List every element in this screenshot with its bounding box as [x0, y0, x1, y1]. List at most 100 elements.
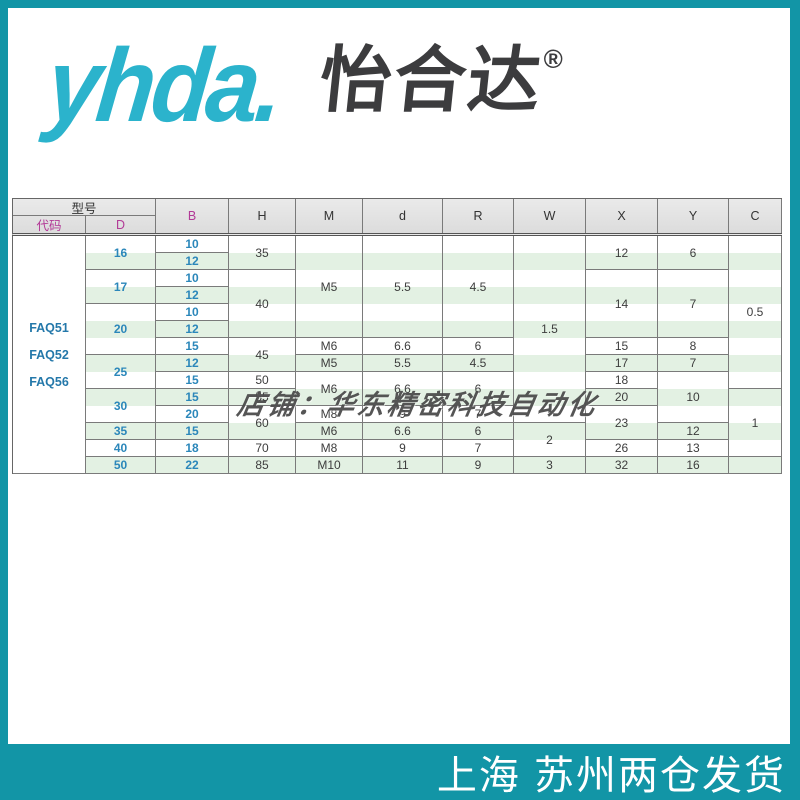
- cell-M: M5: [296, 236, 363, 338]
- cell-B: 12: [156, 355, 229, 372]
- cell-R: 6: [443, 423, 514, 440]
- cell-H: 40: [229, 270, 296, 338]
- spec-table-body: FAQ51 FAQ52 FAQ56 16 10 35 M5 5.5 4.5 1.5 12 6 0.5 12…: [12, 236, 782, 474]
- brand-logo: yhda. 怡合达 ®: [41, 28, 563, 144]
- header-X: X: [586, 199, 658, 233]
- cell-D: 16: [86, 236, 156, 270]
- shipping-location-text: 上海 苏州两仓发货: [436, 754, 786, 798]
- cell-R: 4.5: [443, 355, 514, 372]
- cell-B: 10: [156, 304, 229, 321]
- cell-M: M6: [296, 338, 363, 355]
- cell-Y: 12: [658, 423, 729, 440]
- cell-C: 0.5: [729, 236, 782, 389]
- code-cell: FAQ51 FAQ52 FAQ56: [13, 236, 86, 474]
- cell-M: M6: [296, 372, 363, 406]
- cell-Y: 6: [658, 236, 729, 270]
- cell-D: 40: [86, 440, 156, 457]
- cell-H: 85: [229, 457, 296, 474]
- spec-table-header: 型号 代码 D B H M d R W X Y C: [12, 198, 782, 236]
- cell-C: [729, 457, 782, 474]
- cell-R: 6: [443, 338, 514, 355]
- cell-Y: 7: [658, 270, 729, 338]
- cell-d: 11: [363, 457, 443, 474]
- cell-D: 17: [86, 270, 156, 304]
- cell-C: 1: [729, 389, 782, 457]
- header-M: M: [296, 199, 363, 233]
- cell-Y: 13: [658, 440, 729, 457]
- cell-R: 4.5: [443, 236, 514, 338]
- cell-H: 60: [229, 406, 296, 440]
- cell-X: 23: [586, 406, 658, 440]
- cell-H: 35: [229, 236, 296, 270]
- cell-W: 2: [514, 423, 586, 457]
- cell-W: 1.5: [514, 236, 586, 423]
- header-code: 代码: [13, 216, 86, 233]
- cell-B: 12: [156, 287, 229, 304]
- frame-top: [0, 0, 800, 8]
- cell-B: 10: [156, 270, 229, 287]
- cell-d: 9: [363, 406, 443, 423]
- frame-left: [0, 0, 8, 800]
- registered-trademark-symbol: ®: [543, 44, 563, 74]
- cell-B: 10: [156, 236, 229, 253]
- cell-Y: 8: [658, 338, 729, 355]
- header-H: H: [229, 199, 296, 233]
- header-model-group: 型号: [13, 199, 156, 216]
- cell-B: 15: [156, 372, 229, 389]
- cell-X: 18: [586, 372, 658, 389]
- cell-B: 15: [156, 423, 229, 440]
- shop-watermark: 店铺：华东精密科技自动化: [234, 390, 601, 420]
- cell-D: 25: [86, 355, 156, 389]
- cell-M: M8: [296, 440, 363, 457]
- cell-d: 6.6: [363, 372, 443, 406]
- cell-X: 32: [586, 457, 658, 474]
- cell-Y: 7: [658, 355, 729, 372]
- cell-B: 15: [156, 338, 229, 355]
- cell-D: 35: [86, 423, 156, 440]
- product-code: FAQ52: [29, 347, 69, 362]
- cell-d: 6.6: [363, 338, 443, 355]
- cell-d: 9: [363, 440, 443, 457]
- cell-M: M8: [296, 406, 363, 423]
- cell-Y: 16: [658, 457, 729, 474]
- cell-R: 7: [443, 406, 514, 423]
- cell-W: 3: [514, 457, 586, 474]
- cell-D: 30: [86, 389, 156, 423]
- header-D: D: [86, 216, 156, 233]
- cell-X: 14: [586, 270, 658, 338]
- cell-R: 6: [443, 372, 514, 406]
- cell-Y: 10: [658, 372, 729, 423]
- cell-X: 20: [586, 389, 658, 406]
- product-code: FAQ56: [29, 374, 69, 389]
- cell-d: 5.5: [363, 236, 443, 338]
- cell-B: 22: [156, 457, 229, 474]
- cell-B: 12: [156, 253, 229, 270]
- logo-wordmark: yhda.: [41, 28, 286, 144]
- frame-right: [790, 0, 800, 800]
- cell-M: M10: [296, 457, 363, 474]
- cell-M: M6: [296, 423, 363, 440]
- header-Y: Y: [658, 199, 729, 233]
- brand-name-cjk: 怡合达: [315, 41, 546, 121]
- cell-X: 17: [586, 355, 658, 372]
- cell-M: M5: [296, 355, 363, 372]
- cell-D: 20: [86, 304, 156, 355]
- cell-D: 50: [86, 457, 156, 474]
- cell-d: 5.5: [363, 355, 443, 372]
- header-d: d: [363, 199, 443, 233]
- header-B: B: [156, 199, 229, 233]
- header-R: R: [443, 199, 514, 233]
- cell-B: 18: [156, 440, 229, 457]
- product-code: FAQ51: [29, 320, 69, 335]
- cell-B: 15: [156, 389, 229, 406]
- spec-table: 型号 代码 D B H M d R W X Y C FAQ51 FAQ52 FAQ5…: [12, 198, 782, 474]
- cell-X: 26: [586, 440, 658, 457]
- cell-B: 20: [156, 406, 229, 423]
- header-W: W: [514, 199, 586, 233]
- cell-H: 50: [229, 372, 296, 389]
- header-C: C: [729, 199, 782, 233]
- footer-banner: 上海 苏州两仓发货: [0, 744, 800, 800]
- cell-R: 7: [443, 440, 514, 457]
- cell-H: 70: [229, 440, 296, 457]
